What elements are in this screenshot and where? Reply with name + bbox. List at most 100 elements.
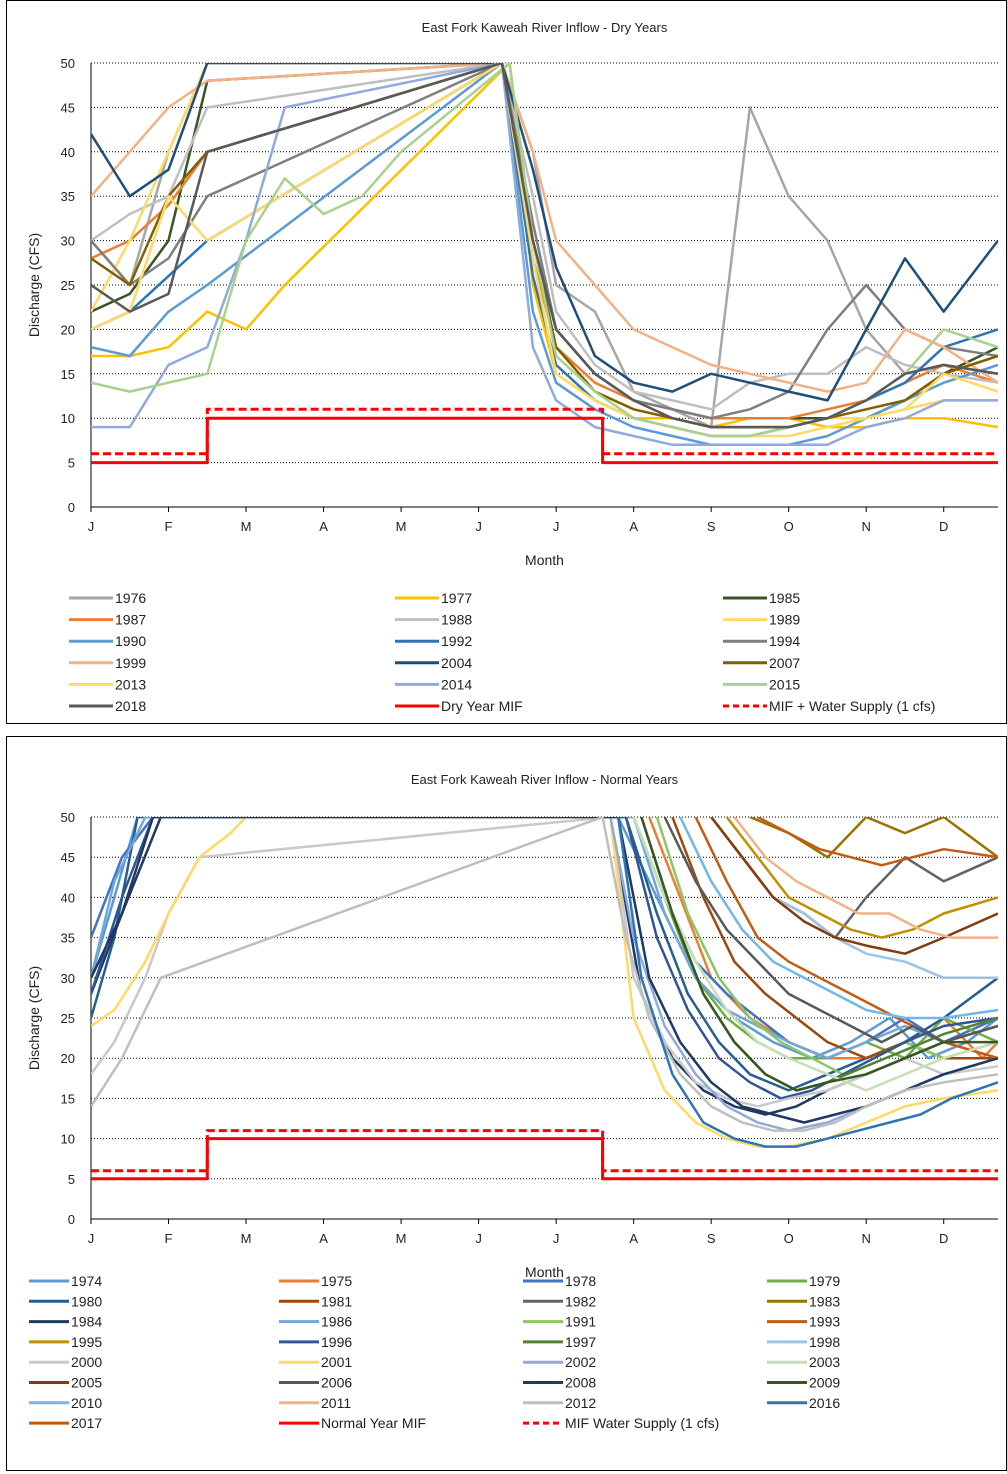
series-line-1986 <box>91 817 998 1060</box>
series-line-2007 <box>91 63 998 429</box>
legend-label: 2007 <box>769 655 800 671</box>
legend-label: 2010 <box>71 1395 102 1411</box>
series-line-2003 <box>632 817 998 1092</box>
legend-label: 2004 <box>441 655 472 671</box>
series-line-2001 <box>91 817 998 1148</box>
series-line-2016 <box>616 817 998 1148</box>
legend-label: MIF + Water Supply (1 cfs) <box>769 698 935 714</box>
y-tick-label: 35 <box>61 189 75 204</box>
series-line-2006 <box>663 817 998 1044</box>
y-tick-label: 20 <box>61 1051 75 1066</box>
legend: 1976 1977 1985 1987 1988 1989 1990 1992 1994 1999… <box>69 590 935 714</box>
series-line-2009 <box>640 817 998 1092</box>
legend-label: 2009 <box>809 1375 840 1391</box>
legend-label: 2000 <box>71 1354 102 1370</box>
y-tick-label: 15 <box>61 1091 75 1106</box>
y-tick-label: 0 <box>68 500 75 515</box>
x-tick-label: A <box>629 1231 638 1246</box>
y-tick-label: 25 <box>61 278 75 293</box>
series-line-2004 <box>91 63 998 402</box>
legend-label: 2015 <box>769 676 800 692</box>
legend-label: 1985 <box>769 590 800 606</box>
legend-label: 2011 <box>321 1395 351 1411</box>
x-tick-label: N <box>862 1231 871 1246</box>
series-line-1991 <box>655 817 998 1076</box>
legend-label: 1999 <box>115 655 146 671</box>
legend-label: 1998 <box>809 1334 840 1350</box>
y-tick-label: 20 <box>61 322 75 337</box>
x-tick-label: A <box>319 519 328 534</box>
legend-label: 1982 <box>565 1293 596 1309</box>
legend-label: 1976 <box>115 590 146 606</box>
legend-label: 1986 <box>321 1314 352 1330</box>
y-tick-label: 35 <box>61 931 75 946</box>
legend: 1974 1975 1978 1979 1980 1981 1982 1983 1984 1986… <box>29 1273 840 1431</box>
series-line-1999 <box>91 63 998 393</box>
legend-label: 1988 <box>441 612 472 628</box>
series-line-2018 <box>91 63 998 429</box>
chart-title: East Fork Kaweah River Inflow - Normal Y… <box>411 772 679 787</box>
y-axis-label: Discharge (CFS) <box>26 966 42 1070</box>
x-tick-label: J <box>88 519 95 534</box>
y-tick-label: 10 <box>61 411 75 426</box>
x-tick-label: A <box>319 1231 328 1246</box>
x-tick-label: J <box>553 1231 560 1246</box>
y-tick-label: 50 <box>61 810 75 825</box>
series-line-1988 <box>91 63 998 411</box>
x-tick-label: J <box>88 1231 95 1246</box>
legend-label: 1992 <box>441 633 472 649</box>
legend-label: 2008 <box>565 1375 596 1391</box>
y-tick-label: 15 <box>61 367 75 382</box>
legend-label: 1983 <box>809 1293 840 1309</box>
y-tick-label: 5 <box>68 456 75 471</box>
x-tick-label: S <box>707 1231 716 1246</box>
legend-label: 1974 <box>71 1273 102 1289</box>
series-line-2011 <box>733 817 998 939</box>
x-tick-label: D <box>939 1231 948 1246</box>
series-line-1997 <box>640 817 998 1092</box>
legend-label: 1993 <box>809 1314 840 1330</box>
series-line-2005 <box>710 817 998 955</box>
plot-area <box>91 817 998 1181</box>
series-line-dry-year-mif <box>91 416 998 465</box>
legend-label: 2017 <box>71 1415 102 1431</box>
legend-label: 2013 <box>115 676 146 692</box>
series-line-1978 <box>91 817 998 1060</box>
x-tick-label: F <box>165 1231 173 1246</box>
x-tick-label: A <box>629 519 638 534</box>
x-tick-label: J <box>553 519 560 534</box>
x-tick-label: J <box>475 1231 482 1246</box>
legend-label: 2006 <box>321 1375 352 1391</box>
legend-label: 1989 <box>769 612 800 628</box>
legend-label: 1987 <box>115 612 146 628</box>
chart-title: East Fork Kaweah River Inflow - Dry Year… <box>422 20 668 35</box>
legend-label: 1997 <box>565 1334 596 1350</box>
x-tick-label: N <box>862 519 871 534</box>
y-tick-label: 0 <box>68 1212 75 1227</box>
x-tick-label: M <box>241 519 252 534</box>
legend-label: 1978 <box>565 1273 596 1289</box>
x-tick-label: D <box>939 519 948 534</box>
legend-label: 2016 <box>809 1395 840 1411</box>
legend-label: 2014 <box>441 676 472 692</box>
x-tick-label: S <box>707 519 716 534</box>
legend-label: MIF Water Supply (1 cfs) <box>565 1415 719 1431</box>
y-tick-label: 30 <box>61 234 75 249</box>
series-line-2017 <box>757 817 998 867</box>
dry-years-chart-panel: East Fork Kaweah River Inflow - Dry Year… <box>6 0 1007 724</box>
legend-label: 1990 <box>115 633 146 649</box>
legend-label: 2002 <box>565 1354 596 1370</box>
series-line-mif-water-supply-1-cfs- <box>91 407 998 456</box>
y-tick-label: 25 <box>61 1011 75 1026</box>
y-axis-label: Discharge (CFS) <box>26 233 42 337</box>
legend-label: 1977 <box>441 590 472 606</box>
normal-years-chart-panel: East Fork Kaweah River Inflow - Normal Y… <box>6 736 1007 1471</box>
legend-label: 2001 <box>321 1354 352 1370</box>
legend-label: 1994 <box>769 633 800 649</box>
x-tick-label: M <box>396 1231 407 1246</box>
legend-label: 1995 <box>71 1334 102 1350</box>
x-tick-label: M <box>396 519 407 534</box>
legend-label: Normal Year MIF <box>321 1415 426 1431</box>
y-tick-label: 40 <box>61 145 75 160</box>
x-tick-label: J <box>475 519 482 534</box>
